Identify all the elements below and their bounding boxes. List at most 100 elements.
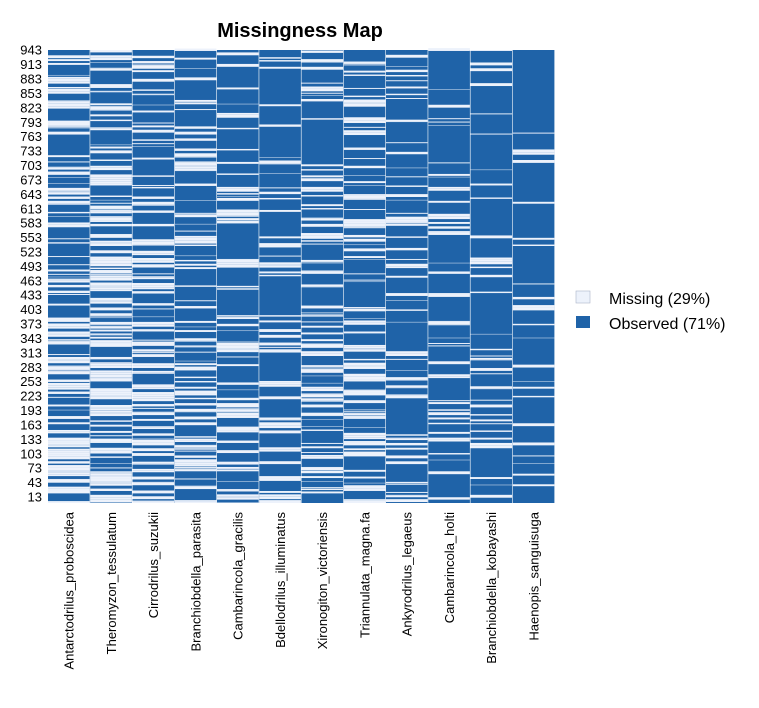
missing-cell: [259, 66, 301, 69]
missing-cell: [132, 463, 175, 465]
missing-cell: [90, 103, 132, 106]
missing-cell: [48, 290, 90, 294]
missing-cell: [217, 430, 259, 433]
missing-cell: [386, 119, 428, 122]
missing-cell: [48, 442, 90, 445]
y-tick-label: 13: [28, 489, 42, 504]
missing-cell: [90, 84, 132, 87]
missing-cell: [259, 274, 301, 277]
missing-cell: [48, 440, 90, 442]
missing-cell: [470, 235, 513, 239]
missing-cell: [259, 187, 301, 189]
missing-cell: [48, 470, 90, 472]
missing-cell: [259, 334, 301, 338]
missing-cell: [301, 59, 344, 62]
missing-cell: [386, 358, 428, 360]
heatmap-column: [343, 50, 386, 503]
missing-cell: [90, 91, 132, 93]
missing-cell: [343, 256, 386, 259]
missing-cell: [343, 476, 386, 479]
missing-cell: [512, 386, 555, 389]
missing-cell: [386, 491, 428, 493]
missing-cell: [132, 111, 175, 113]
missing-cell: [90, 223, 132, 227]
heatmap-column: [90, 50, 132, 503]
missing-cell: [48, 196, 90, 199]
missing-cell: [343, 181, 386, 184]
missing-cell: [48, 343, 90, 345]
missing-cell: [174, 459, 217, 463]
missing-cell: [343, 432, 386, 436]
missing-cell: [343, 500, 386, 503]
missing-cell: [90, 342, 132, 344]
missing-cell: [428, 186, 470, 189]
missing-cell: [132, 244, 175, 246]
missing-cell: [301, 286, 344, 288]
missing-cell: [259, 262, 301, 265]
missing-cell: [48, 81, 90, 84]
missing-cell: [174, 168, 217, 171]
legend-swatch-observed: [576, 316, 590, 328]
legend-label-observed: Observed (71%): [609, 316, 726, 333]
missing-cell: [132, 433, 175, 436]
missing-cell: [90, 488, 132, 491]
y-tick-label: 163: [20, 417, 42, 432]
missing-cell: [132, 285, 175, 288]
missing-cell: [217, 405, 259, 408]
missing-cell: [428, 231, 470, 233]
missing-cell: [301, 388, 344, 392]
missing-cell: [48, 303, 90, 306]
missing-cell: [301, 491, 344, 494]
missing-cell: [217, 403, 259, 406]
missing-cell: [174, 436, 217, 438]
missing-cell: [512, 296, 555, 300]
missing-cell: [301, 351, 344, 354]
missing-cell: [48, 323, 90, 327]
missing-cell: [48, 331, 90, 334]
missing-cell: [90, 273, 132, 275]
missing-cell: [132, 321, 175, 325]
missing-cell: [132, 239, 175, 242]
missing-cell: [132, 125, 175, 128]
missing-cell: [301, 189, 344, 192]
missing-cell: [90, 483, 132, 486]
missing-cell: [428, 294, 470, 297]
missing-cell: [90, 456, 132, 458]
missing-cell: [217, 193, 259, 195]
missing-cell: [48, 396, 90, 398]
missing-cell: [386, 483, 428, 485]
missing-cell: [132, 129, 175, 133]
missing-cell: [428, 321, 470, 325]
missing-cell: [470, 355, 513, 357]
missing-cell: [174, 244, 217, 246]
missing-cell: [132, 349, 175, 352]
missing-cell: [217, 215, 259, 217]
missing-cell: [132, 363, 175, 366]
missing-cell: [90, 128, 132, 131]
y-tick-label: 223: [20, 389, 42, 404]
missing-cell: [217, 209, 259, 213]
missing-cell: [343, 279, 386, 281]
missing-cell: [301, 393, 344, 395]
missing-cell: [90, 179, 132, 182]
missing-cell: [90, 282, 132, 286]
missing-cell: [217, 63, 259, 67]
missing-cell: [428, 409, 470, 411]
missing-cell: [90, 329, 132, 332]
missing-cell: [343, 234, 386, 238]
missing-cell: [217, 259, 259, 263]
missing-cell: [259, 264, 301, 266]
missing-cell: [386, 223, 428, 226]
missing-cell: [90, 106, 132, 110]
missing-cell: [48, 273, 90, 275]
missing-cell: [48, 454, 90, 457]
missing-cell: [470, 62, 513, 66]
missing-cell: [174, 138, 217, 141]
heatmap-column: [217, 50, 259, 503]
missing-cell: [174, 403, 217, 406]
missing-cell: [343, 223, 386, 227]
missing-cell: [48, 416, 90, 419]
missing-cell: [428, 221, 470, 224]
x-tick-label: Ankyrodrilus_legaeus: [400, 512, 415, 637]
missing-cell: [132, 143, 175, 145]
